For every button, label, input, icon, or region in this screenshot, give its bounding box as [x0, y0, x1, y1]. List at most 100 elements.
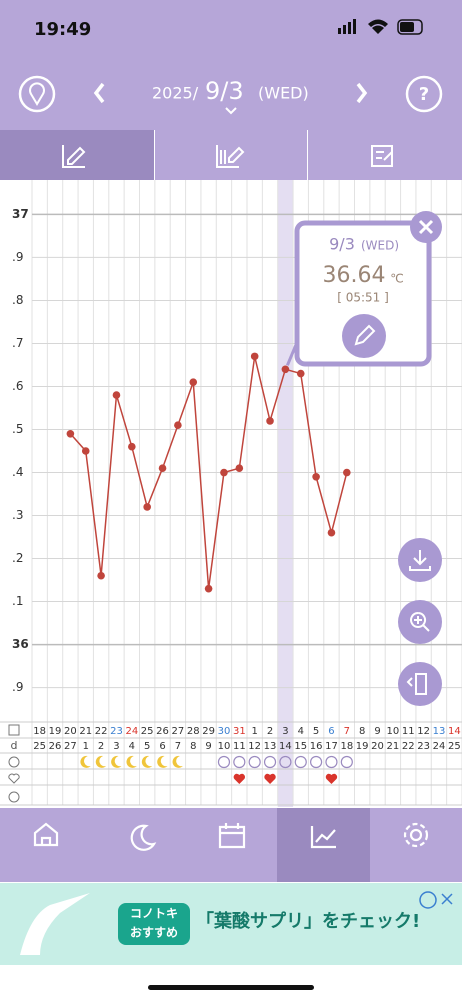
temperature-point	[174, 421, 182, 429]
temperature-point	[81, 447, 90, 455]
cycle-day: 27	[64, 741, 77, 752]
x-tick-label: 26	[156, 726, 169, 737]
y-tick-label: .7	[12, 336, 23, 350]
header-date[interactable]: 9/3	[205, 77, 244, 105]
x-tick-label: 30	[218, 726, 231, 737]
circle-icon	[325, 755, 338, 769]
circle-icon	[233, 755, 246, 769]
help-button[interactable]: ?	[405, 75, 443, 113]
rotate-icon	[406, 673, 427, 695]
cycle-day: 17	[325, 741, 338, 752]
cycle-day: 5	[144, 741, 150, 752]
prev-button[interactable]	[93, 82, 105, 104]
zoom-button[interactable]	[398, 600, 442, 644]
temperature-point	[312, 473, 320, 481]
temperature-point	[189, 378, 198, 386]
temperature-point	[128, 442, 136, 451]
x-tick-label: 13	[433, 726, 446, 737]
temperature-point	[296, 369, 305, 378]
rotate-button[interactable]	[398, 662, 442, 706]
x-tick-label: 20	[64, 726, 77, 737]
temperature-point	[112, 391, 121, 399]
nav-active	[277, 808, 370, 882]
temperature-point	[66, 429, 75, 438]
x-tick-label: 1	[251, 726, 257, 737]
moon-icon	[157, 755, 168, 768]
cycle-day: 1	[83, 741, 89, 752]
cycle-day: 22	[402, 741, 415, 752]
y-tick-label: 37	[12, 207, 29, 221]
circle-icon	[279, 755, 292, 769]
location-button[interactable]	[18, 75, 56, 113]
y-tick-label: .4	[12, 465, 23, 479]
cycle-day: 13	[264, 741, 277, 752]
x-tick-label: 21	[79, 726, 92, 737]
cycle-day: 14	[279, 741, 292, 752]
moon-icon	[141, 755, 153, 768]
x-tick-label: 29	[202, 726, 215, 737]
cycle-day: 25	[33, 741, 46, 752]
circle-icon	[310, 755, 323, 769]
x-tick-label: 28	[187, 726, 200, 737]
header-year: 2025/	[152, 84, 199, 103]
circle-icon	[294, 755, 307, 769]
cycle-row-label: d	[11, 739, 18, 752]
cycle-day: 2	[98, 741, 104, 752]
y-tick-label: .9	[12, 680, 23, 694]
nav-bg	[0, 808, 462, 882]
selected-day	[277, 180, 294, 807]
x-tick-label: 14	[448, 726, 461, 737]
temperature-point	[220, 468, 228, 477]
ad-info[interactable]	[419, 891, 437, 909]
cycle-day: 6	[159, 741, 165, 752]
popup-unit: ℃	[390, 272, 403, 286]
nav-icons	[33, 822, 429, 851]
cycle-day: 24	[433, 741, 446, 752]
ad-badge	[118, 903, 190, 945]
popup-box	[294, 220, 432, 367]
x-tick-label: 5	[313, 726, 319, 737]
y-tick-label: .9	[12, 250, 23, 264]
cycle-day: 19	[356, 741, 369, 752]
heart-icon	[325, 773, 338, 784]
close-button[interactable]	[410, 211, 442, 243]
header-weekday: (WED)	[258, 84, 309, 103]
cycle-day: 3	[113, 741, 119, 752]
ad-text: 「葉酸サプリ」をチェック!	[196, 910, 420, 932]
row-icon	[8, 773, 20, 784]
circle-icon	[263, 755, 277, 769]
status-icons	[338, 19, 423, 35]
ad-banner[interactable]	[0, 883, 462, 965]
tab[interactable]	[308, 130, 462, 180]
cycle-day: 16	[310, 741, 323, 752]
cycle-day: 9	[205, 741, 211, 752]
cycle-day: 7	[175, 741, 181, 752]
cycle-day: 11	[233, 741, 246, 752]
x-tick-label: 22	[95, 726, 108, 737]
x-tick-label: 8	[359, 726, 365, 737]
cycle-day: 25	[448, 741, 461, 752]
edit-button[interactable]	[342, 314, 386, 358]
temperature-point	[250, 352, 259, 361]
moon-icon	[172, 755, 183, 768]
y-tick-label: .1	[12, 594, 23, 608]
temperature-point	[158, 464, 167, 473]
ad-close[interactable]	[441, 893, 453, 905]
y-tick-label: .3	[12, 508, 23, 522]
x-tick-label: 23	[110, 726, 123, 737]
date-dropdown[interactable]	[225, 107, 237, 115]
ad-badge-line1: コノトキ	[130, 907, 178, 921]
temperature-point	[327, 528, 336, 537]
popup-time: [ 05:51 ]	[337, 291, 389, 305]
row-icon	[8, 791, 20, 803]
cycle-day: 10	[218, 741, 231, 752]
heart-icon	[264, 773, 276, 784]
next-button[interactable]	[356, 82, 368, 104]
temperature-point	[97, 571, 105, 580]
svg-text:?: ?	[419, 84, 429, 105]
tab-active[interactable]	[0, 130, 154, 180]
circle-icon	[248, 755, 261, 769]
x-tick-label: 3	[282, 726, 288, 737]
cycle-day: 15	[294, 741, 307, 752]
